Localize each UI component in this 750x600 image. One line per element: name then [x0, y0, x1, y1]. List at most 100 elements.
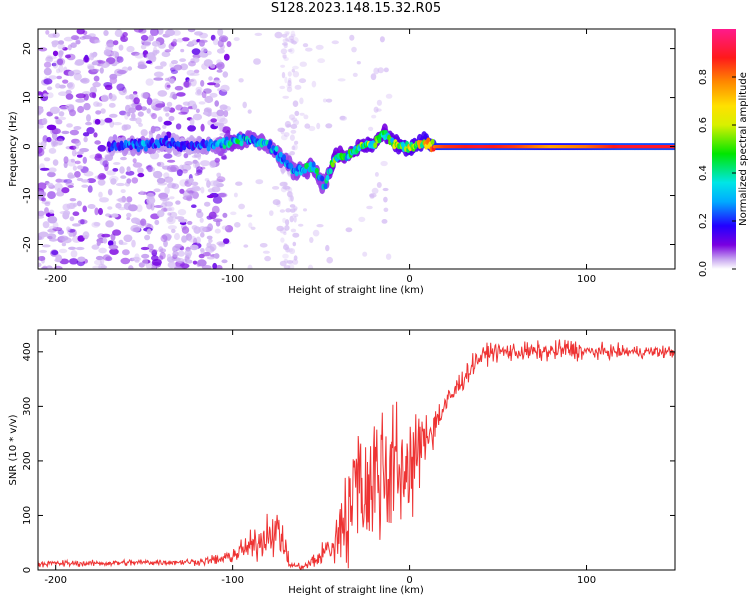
spectrogram-noise-blob	[289, 204, 296, 208]
spectrogram-noise-blob	[94, 118, 101, 125]
spectrogram-noise-blob	[247, 109, 252, 114]
spectrogram-ridge-core	[268, 140, 273, 146]
spectrogram-noise-blob	[73, 72, 82, 81]
spectrogram-noise-blob	[362, 251, 368, 257]
spectrogram-noise-blob	[178, 218, 188, 223]
spectrogram-noise-blob	[58, 111, 65, 117]
spectrogram-noise-blob	[200, 166, 206, 170]
spectrogram-noise-blob	[160, 61, 167, 67]
spectrogram-noise-blob	[151, 102, 156, 110]
spectrogram-noise-blob	[151, 113, 157, 120]
spectrogram-noise-blob	[68, 70, 75, 77]
spectrogram-noise-blob	[184, 161, 193, 166]
spectrogram-ridge-core	[164, 135, 169, 142]
spectrogram-noise-blob	[126, 166, 131, 172]
spectrogram-noise-blob	[69, 258, 79, 265]
spectrogram-noise-blob	[93, 132, 98, 138]
spectrogram-noise-blob	[281, 33, 288, 38]
spectrogram-noise-blob	[383, 207, 389, 212]
spectrogram-noise-blob	[47, 191, 56, 200]
spectrogram-noise-blob	[47, 215, 58, 224]
spectrogram-noise-blob	[125, 170, 135, 176]
spectrogram-noise-blob	[216, 172, 222, 178]
spectrogram-noise-blob	[374, 172, 379, 177]
spectrogram-noise-blob	[206, 235, 213, 240]
spectrogram-noise-blob	[77, 165, 84, 170]
spectrogram-noise-blob	[290, 124, 298, 129]
spectrogram-noise-blob	[277, 127, 286, 133]
spectrogram-noise-blob	[216, 109, 225, 117]
spectrogram-noise-blob	[369, 193, 377, 198]
spectrogram-noise-blob	[233, 192, 238, 198]
spectrogram-noise-blob	[72, 211, 80, 216]
spectrogram-noise-blob	[161, 51, 171, 58]
spectrogram-noise-blob	[281, 168, 285, 175]
spectrogram-noise-blob	[192, 186, 201, 192]
spectrogram-noise-blob	[87, 185, 93, 193]
spectrogram-noise-blob	[107, 206, 113, 210]
spectrogram-noise-blob	[304, 123, 311, 129]
spectrogram-noise-blob	[352, 72, 358, 77]
spectrogram-ridge-core	[328, 168, 333, 175]
spectrogram-xtick-label: 100	[577, 274, 596, 285]
spectrogram-noise-blob	[67, 44, 72, 51]
spectrogram-noise-blob	[63, 179, 73, 184]
spectrogram-noise-blob	[86, 127, 95, 134]
spectrogram-noise-blob	[112, 168, 119, 172]
spectrogram-noise-blob	[207, 223, 214, 232]
spectrogram-noise-blob	[148, 34, 155, 42]
spectrogram-noise-blob	[191, 204, 197, 208]
spectrogram-noise-blob	[83, 102, 91, 111]
spectrogram-noise-blob	[47, 171, 56, 178]
spectrogram-ytick-label: -20	[22, 236, 33, 252]
spectrogram-noise-blob	[254, 32, 263, 37]
spectrogram-noise-blob	[97, 174, 102, 180]
spectrogram-noise-blob	[164, 82, 171, 90]
spectrogram-noise-blob	[169, 196, 175, 200]
spectrogram-noise-blob	[183, 80, 190, 88]
spectrogram-noise-blob	[259, 243, 268, 248]
spectrogram-noise-blob	[199, 217, 204, 223]
spectrogram-noise-blob	[358, 216, 366, 223]
spectrogram-ridge-core	[179, 146, 183, 152]
spectrogram-ytick-label: 0	[22, 143, 33, 149]
spectrogram-noise-blob	[82, 30, 88, 36]
spectrogram-noise-blob	[285, 208, 292, 213]
spectrogram-noise-blob	[287, 170, 292, 177]
spectrogram-noise-blob	[69, 198, 77, 202]
spectrogram-ytick-label: -10	[22, 187, 33, 203]
spectrogram-noise-blob	[283, 265, 291, 269]
spectrogram-noise-blob	[76, 200, 82, 207]
spectrogram-noise-blob	[61, 130, 70, 135]
snr-ytick-label: 400	[22, 342, 33, 361]
spectrogram-noise-blob	[185, 77, 190, 82]
spectrogram-noise-blob	[188, 178, 193, 184]
snr-ytick-label: 200	[22, 451, 33, 470]
spectrogram-noise-blob	[42, 265, 48, 269]
spectrogram-noise-blob	[291, 145, 296, 151]
spectrogram-noise-blob	[81, 184, 89, 188]
spectrogram-noise-blob	[124, 112, 129, 120]
spectrogram-noise-blob	[287, 187, 293, 193]
spectrogram-ytick-label: 20	[22, 42, 33, 55]
spectrogram-noise-blob	[58, 116, 67, 121]
spectrogram-noise-blob	[191, 181, 199, 186]
spectrogram-noise-blob	[189, 78, 197, 87]
spectrogram-noise-blob	[103, 30, 109, 36]
spectrogram-noise-blob	[112, 122, 123, 126]
spectrogram-noise-blob	[238, 78, 244, 83]
snr-ytick-label: 300	[22, 397, 33, 416]
spectrogram-noise-blob	[177, 250, 185, 257]
spectrogram-noise-blob	[148, 54, 157, 63]
spectrogram-ridge-core	[136, 146, 141, 153]
spectrogram-noise-blob	[282, 185, 291, 190]
spectrogram-noise-blob	[73, 144, 79, 150]
snr-frame	[37, 329, 676, 571]
spectrogram-noise-blob	[167, 159, 176, 163]
spectrogram-noise-blob	[98, 60, 106, 64]
spectrogram-noise-blob	[294, 140, 299, 145]
spectrogram-noise-blob	[215, 264, 223, 269]
spectrogram-noise-blob	[351, 46, 357, 53]
